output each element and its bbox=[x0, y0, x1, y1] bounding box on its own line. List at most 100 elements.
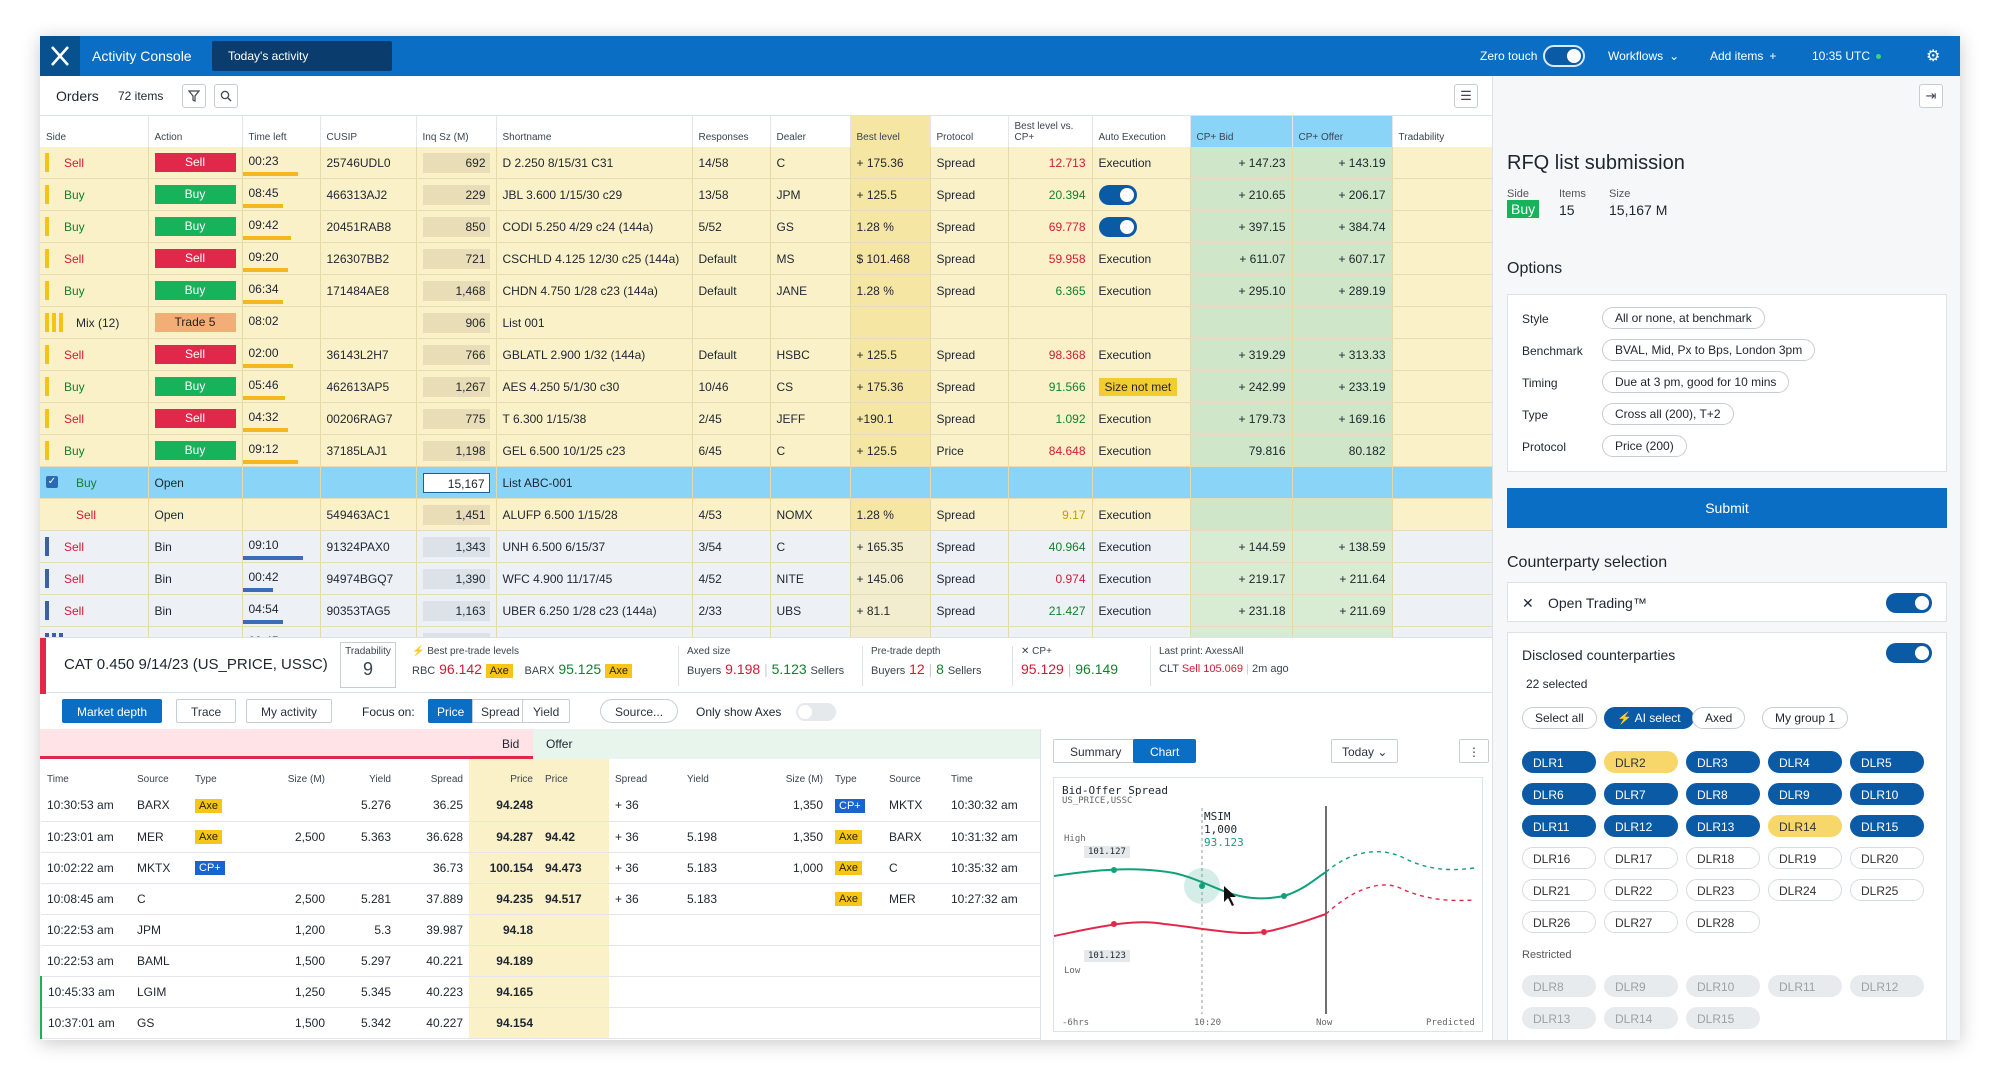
order-row[interactable]: Mix (12) Trade 5 08:02 906 List 001 bbox=[40, 306, 1493, 339]
depth-row[interactable]: 10:02:22 am MKTX CP+ 36.73 100.154 94.473 + 36… bbox=[41, 852, 1040, 884]
dealer-chip[interactable]: DLR10 bbox=[1850, 783, 1924, 805]
menu-icon[interactable]: ☰ bbox=[1454, 84, 1478, 108]
dealer-chip[interactable]: DLR5 bbox=[1850, 751, 1924, 773]
depth-row[interactable]: 10:22:53 am JPM 1,200 5.3 39.987 94.18 bbox=[41, 914, 1040, 946]
order-row[interactable]: Sell Sell 09:20 126307BB2 721 CSCHLD 4.125 12… bbox=[40, 242, 1493, 275]
select-all-button[interactable]: Select all bbox=[1522, 707, 1597, 729]
dealer-chip[interactable]: DLR14 bbox=[1768, 815, 1842, 837]
dealer-chip[interactable]: DLR8 bbox=[1686, 783, 1760, 805]
depth-row[interactable]: 10:23:01 am MER Axe 2,500 5.363 36.628 94.287 9… bbox=[41, 821, 1040, 853]
dealer-chip[interactable]: DLR25 bbox=[1850, 879, 1924, 901]
order-row[interactable]: Sell Sell 00:23 25746UDL0 692 D 2.250 8/15/31… bbox=[40, 147, 1493, 179]
depth-column-header[interactable]: Size (M) bbox=[785, 774, 823, 785]
column-header[interactable]: CP+ Offer bbox=[1292, 116, 1393, 147]
column-header[interactable]: CP+ Bid bbox=[1190, 116, 1293, 147]
depth-column-header[interactable]: Spread bbox=[430, 774, 463, 785]
axed-button[interactable]: Axed bbox=[1692, 707, 1746, 729]
depth-column-header[interactable]: Source bbox=[137, 774, 169, 785]
depth-column-header[interactable]: Price bbox=[539, 759, 609, 790]
dealer-chip[interactable]: DLR7 bbox=[1604, 783, 1678, 805]
focus-yield[interactable]: Yield bbox=[522, 699, 571, 723]
dealer-chip[interactable]: DLR11 bbox=[1522, 815, 1596, 837]
depth-row[interactable]: 10:08:45 am C 2,500 5.281 37.889 94.235 94.517… bbox=[41, 883, 1040, 915]
dealer-chip[interactable]: DLR18 bbox=[1686, 847, 1760, 869]
order-row[interactable]: ✓ Buy Open 15,167 List ABC-001 bbox=[40, 466, 1493, 499]
range-select[interactable]: Today ⌄ bbox=[1331, 739, 1399, 763]
column-header[interactable]: Best level vs. CP+ bbox=[1008, 116, 1093, 147]
view-selector[interactable]: Today's activity bbox=[212, 41, 392, 71]
order-row[interactable]: Sell Bin 09:10 91324PAX0 1,343 UNH 6.500 6/15… bbox=[40, 530, 1493, 563]
dealer-chip[interactable]: DLR15 bbox=[1850, 815, 1924, 837]
depth-column-header[interactable]: Yield bbox=[687, 774, 709, 785]
dealer-chip[interactable]: DLR2 bbox=[1604, 751, 1678, 773]
order-row[interactable]: Sell Sell 04:32 00206RAG7 775 T 6.300 1/15/38… bbox=[40, 402, 1493, 435]
depth-row[interactable]: 10:22:53 am BAML 1,500 5.297 40.221 94.189 bbox=[41, 945, 1040, 977]
tab-trace[interactable]: Trace bbox=[176, 699, 237, 723]
depth-column-header[interactable]: Type bbox=[195, 774, 217, 785]
dealer-chip[interactable]: DLR6 bbox=[1522, 783, 1596, 805]
dealer-chip[interactable]: DLR21 bbox=[1522, 879, 1596, 901]
order-row[interactable]: Buy Buy 08:45 466313AJ2 229 JBL 3.600 1/15/30… bbox=[40, 178, 1493, 211]
column-header[interactable]: Action bbox=[148, 116, 243, 147]
dealer-chip[interactable]: DLR13 bbox=[1686, 815, 1760, 837]
dealer-chip[interactable]: DLR9 bbox=[1768, 783, 1842, 805]
depth-row[interactable]: 10:37:01 am GS 1,500 5.342 40.227 94.154 bbox=[40, 1007, 1040, 1039]
tab-chart[interactable]: Chart bbox=[1133, 739, 1197, 763]
dealer-chip[interactable]: DLR24 bbox=[1768, 879, 1842, 901]
depth-column-header[interactable]: Source bbox=[889, 774, 921, 785]
column-header[interactable]: Auto Execution bbox=[1092, 116, 1191, 147]
depth-column-header[interactable]: Yield bbox=[369, 774, 391, 785]
dealer-chip[interactable]: DLR3 bbox=[1686, 751, 1760, 773]
depth-column-header[interactable]: Price bbox=[469, 759, 539, 790]
order-row[interactable]: Buy Buy 09:12 37185LAJ1 1,198 GEL 6.500 10/1/… bbox=[40, 434, 1493, 467]
column-header[interactable]: CUSIP bbox=[320, 116, 417, 147]
action-button[interactable]: Buy bbox=[154, 441, 236, 460]
option-value[interactable]: Price (200) bbox=[1602, 435, 1687, 457]
action-button[interactable]: Sell bbox=[154, 249, 236, 268]
tab-market-depth[interactable]: Market depth bbox=[62, 699, 163, 723]
dealer-chip[interactable]: DLR28 bbox=[1686, 911, 1760, 933]
search-icon[interactable] bbox=[214, 84, 238, 108]
dealer-chip[interactable]: DLR27 bbox=[1604, 911, 1678, 933]
focus-spread[interactable]: Spread bbox=[472, 699, 528, 723]
auto-exec-toggle[interactable] bbox=[1098, 216, 1137, 237]
dealer-chip[interactable]: DLR17 bbox=[1604, 847, 1678, 869]
add-items-button[interactable]: Add items + bbox=[1710, 49, 1776, 63]
depth-column-header[interactable]: Time bbox=[47, 774, 69, 785]
zero-touch-toggle[interactable] bbox=[1543, 45, 1586, 67]
column-header[interactable]: Tradability bbox=[1392, 116, 1493, 147]
workflows-menu[interactable]: Workflows ⌄ bbox=[1608, 49, 1679, 63]
dealer-chip[interactable]: DLR19 bbox=[1768, 847, 1842, 869]
tab-my-activity[interactable]: My activity bbox=[246, 699, 333, 723]
dealer-chip[interactable]: DLR22 bbox=[1604, 879, 1678, 901]
action-button[interactable]: Buy bbox=[154, 185, 236, 204]
dealer-chip[interactable]: DLR4 bbox=[1768, 751, 1842, 773]
dealer-chip[interactable]: DLR1 bbox=[1522, 751, 1596, 773]
column-header[interactable]: Shortname bbox=[496, 116, 693, 147]
checkbox-icon[interactable]: ✓ bbox=[46, 476, 58, 488]
source-button[interactable]: Source... bbox=[600, 699, 679, 723]
action-button[interactable]: Sell bbox=[154, 409, 236, 428]
only-axes-toggle[interactable] bbox=[796, 703, 836, 721]
action-button[interactable]: Sell bbox=[154, 345, 236, 364]
depth-column-header[interactable]: Time bbox=[951, 774, 973, 785]
depth-row[interactable]: 10:45:33 am LGIM 1,250 5.345 40.223 94.165 bbox=[40, 976, 1040, 1008]
ai-select-button[interactable]: ⚡ AI select bbox=[1604, 707, 1694, 729]
action-button[interactable]: Sell bbox=[154, 153, 236, 172]
dealer-chip[interactable]: DLR26 bbox=[1522, 911, 1596, 933]
column-header[interactable]: Side bbox=[40, 116, 149, 147]
order-row[interactable]: Sell Bin 00:42 94974BGQ7 1,390 WFC 4.900 11/1… bbox=[40, 562, 1493, 595]
column-header[interactable]: Inq Sz (M) bbox=[416, 116, 497, 147]
open-trading-toggle[interactable] bbox=[1886, 593, 1932, 613]
action-button[interactable]: Trade 5 bbox=[154, 313, 236, 332]
more-icon[interactable]: ⋮ bbox=[1459, 739, 1489, 763]
action-button[interactable]: Buy bbox=[154, 217, 236, 236]
column-header[interactable]: Time left bbox=[242, 116, 321, 147]
submit-button[interactable]: Submit bbox=[1507, 488, 1947, 528]
filter-icon[interactable] bbox=[182, 84, 206, 108]
order-row[interactable]: Sell Sell 02:00 36143L2H7 766 GBLATL 2.900 1/… bbox=[40, 338, 1493, 371]
depth-column-header[interactable]: Type bbox=[835, 774, 857, 785]
disclosed-toggle[interactable] bbox=[1886, 643, 1932, 663]
focus-price[interactable]: Price bbox=[428, 699, 474, 723]
app-logo-icon[interactable] bbox=[40, 36, 80, 76]
